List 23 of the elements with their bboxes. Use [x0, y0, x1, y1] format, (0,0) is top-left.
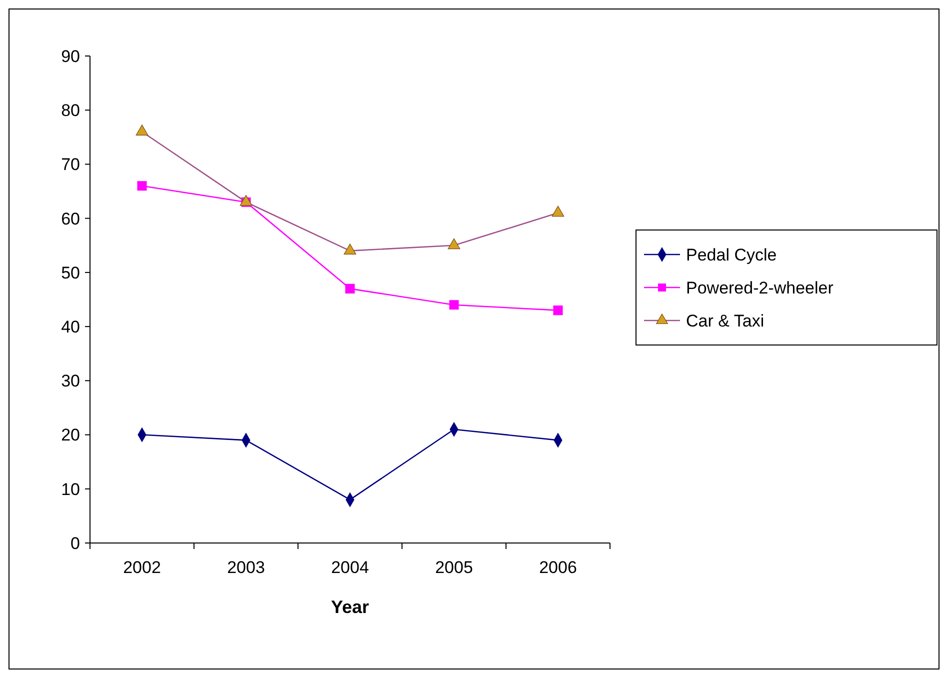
point	[449, 300, 459, 310]
y-tick-label: 20	[61, 426, 80, 445]
y-tick-label: 10	[61, 480, 80, 499]
y-tick-label: 40	[61, 318, 80, 337]
x-tick-label: 2006	[539, 558, 577, 577]
x-axis-title: Year	[330, 597, 370, 617]
x-tick-label: 2002	[123, 558, 161, 577]
legend-label: Car & Taxi	[686, 311, 764, 330]
y-tick-label: 90	[61, 46, 80, 66]
y-tick-label: 0	[70, 534, 80, 553]
x-tick-label: 2004	[331, 558, 369, 577]
point	[345, 284, 355, 294]
y-tick-label: 50	[61, 263, 80, 282]
x-tick-label: 2003	[227, 558, 265, 577]
x-tick-label: 2005	[435, 558, 473, 577]
y-tick-label: 70	[61, 155, 80, 174]
legend-label: Powered-2-wheeler	[686, 278, 834, 298]
point	[553, 306, 563, 316]
y-tick-label: 80	[61, 101, 80, 120]
point	[137, 181, 147, 191]
legend-label: Pedal Cycle	[686, 245, 777, 264]
y-tick-label: 30	[61, 372, 80, 391]
y-tick-label: 60	[61, 209, 80, 228]
